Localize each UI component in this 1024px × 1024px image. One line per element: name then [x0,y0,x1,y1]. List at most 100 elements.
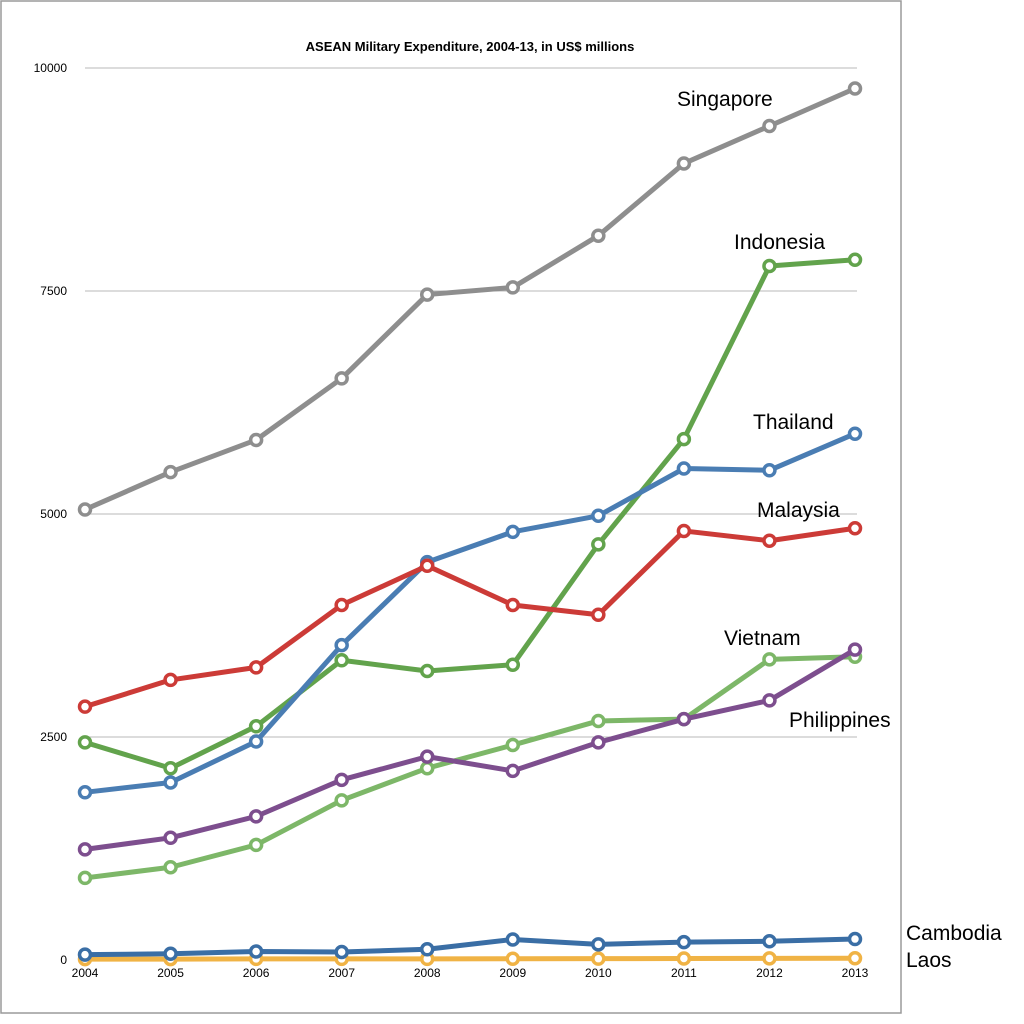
data-point-indonesia [762,258,777,274]
y-tick-label: 2500 [40,730,67,744]
series-label-indonesia: Indonesia [734,231,825,254]
series-labels: Singapore Indonesia Thailand Malaysia Vietna… [677,88,1002,972]
data-point-singapore [248,432,264,448]
series-line-indonesia [82,257,858,771]
data-point-singapore [762,118,777,134]
data-point-philippines [505,763,521,779]
series-malaysia [77,521,863,714]
data-point-indonesia [676,431,692,447]
data-point-laos [505,951,521,967]
data-point-thailand [163,775,178,790]
series-line-cambodia [82,936,858,958]
data-point-philippines [77,842,93,857]
series-line-singapore [82,86,858,513]
data-point-indonesia [77,735,93,750]
y-tick-labels: 0 2500 5000 7500 10000 [34,61,68,967]
data-point-cambodia [248,944,264,959]
data-point-singapore [505,280,521,295]
data-point-vietnam [77,870,93,886]
data-point-malaysia [334,597,349,613]
data-point-cambodia [163,946,178,962]
data-point-malaysia [676,523,692,539]
data-point-thailand [676,461,692,476]
data-point-philippines [248,809,264,824]
data-point-thailand [77,785,93,800]
x-tick-label: 2004 [72,966,99,980]
series-cambodia [77,931,863,962]
data-point-cambodia [676,934,692,950]
data-point-cambodia [762,934,777,949]
x-tick-label: 2009 [499,966,526,980]
y-tick-label: 10000 [34,61,68,75]
data-point-indonesia [334,653,349,668]
data-point-malaysia [847,521,863,536]
data-point-singapore [676,156,692,171]
y-tick-label: 0 [60,953,67,967]
series-label-malaysia: Malaysia [757,499,840,522]
x-tick-labels: 2004 2005 2006 2007 2008 2009 2010 2011 2012 2013 [72,966,869,980]
data-point-philippines [334,772,349,788]
data-point-malaysia [505,597,521,613]
series-line-vietnam [82,654,858,881]
data-point-malaysia [248,660,264,675]
series-line-laos [82,955,858,962]
data-point-vietnam [762,652,777,667]
y-tick-label: 7500 [40,284,67,298]
data-point-singapore [847,81,863,96]
data-point-singapore [419,287,435,302]
data-point-philippines [762,693,777,708]
data-point-laos [591,951,606,966]
data-point-laos [676,951,692,966]
series-indonesia [77,252,863,776]
data-point-vietnam [591,713,606,729]
data-point-malaysia [762,533,777,549]
data-point-indonesia [847,252,863,268]
data-point-thailand [591,508,606,524]
data-point-philippines [847,642,863,657]
series-label-laos: Laos [906,949,952,972]
data-point-vietnam [248,837,264,853]
data-point-philippines [163,830,178,846]
data-point-vietnam [163,859,178,875]
chart-title: ASEAN Military Expenditure, 2004-13, in … [306,39,635,54]
data-point-philippines [676,711,692,727]
data-point-malaysia [591,607,606,623]
data-point-cambodia [77,947,93,962]
x-tick-label: 2013 [842,966,869,980]
series-label-vietnam: Vietnam [724,627,801,650]
data-point-cambodia [505,932,521,947]
series-label-thailand: Thailand [753,411,834,434]
y-tick-label: 5000 [40,507,67,521]
data-point-thailand [762,463,777,478]
data-point-cambodia [419,942,435,957]
data-point-indonesia [591,537,606,552]
data-point-singapore [77,502,93,517]
series-line-malaysia [82,525,858,710]
chart-border [0,0,902,1014]
data-point-vietnam [334,793,349,808]
data-point-singapore [163,464,178,480]
x-tick-label: 2005 [157,966,184,980]
x-tick-label: 2012 [756,966,783,980]
x-tick-label: 2007 [328,966,355,980]
data-point-thailand [847,426,863,441]
series-label-cambodia: Cambodia [906,922,1002,945]
series-line-thailand [82,431,858,795]
x-tick-label: 2011 [671,966,697,980]
data-point-thailand [334,637,349,653]
x-tick-label: 2008 [414,966,441,980]
data-point-philippines [591,735,606,750]
data-point-indonesia [505,657,521,672]
data-point-cambodia [591,937,606,952]
data-point-malaysia [419,558,435,573]
data-point-thailand [248,734,264,749]
data-point-indonesia [419,663,435,679]
data-point-laos [762,951,777,966]
data-point-philippines [419,749,435,764]
data-point-cambodia [847,931,863,947]
data-point-malaysia [163,672,178,688]
series-label-philippines: Philippines [789,709,891,732]
series-lines [77,81,863,967]
data-point-cambodia [334,944,349,960]
